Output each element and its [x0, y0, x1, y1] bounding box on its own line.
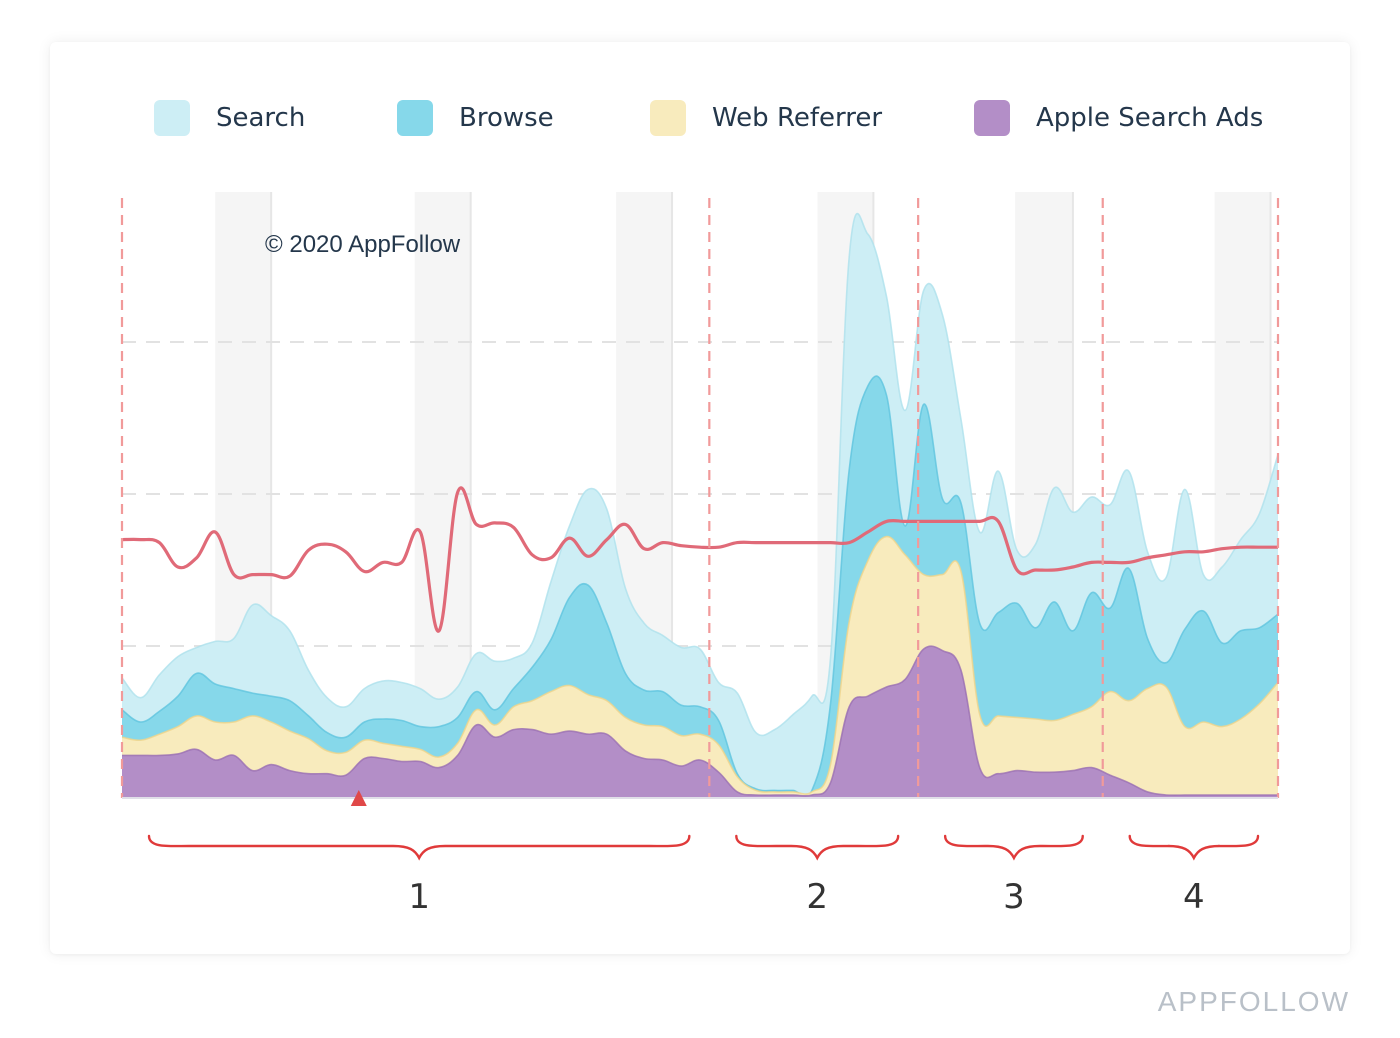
trend-line-group — [121, 486, 1279, 633]
trend-line — [121, 486, 1279, 633]
legend-swatch-apple-search-ads — [974, 100, 1010, 136]
appfollow-brand-text: APPFOLLOW — [1157, 986, 1350, 1017]
legend-label-web-referrer: Web Referrer — [712, 103, 883, 133]
period-label-4: 4 — [1183, 877, 1205, 917]
period-bracket-3 — [943, 834, 1084, 861]
legend-swatch-web-referrer — [650, 100, 686, 136]
period-bracket-1 — [147, 834, 691, 861]
area-edge-web — [121, 535, 1279, 795]
area-edge-search — [121, 212, 1279, 737]
area-edge-browse — [121, 375, 1279, 799]
area-edge-ads — [122, 645, 1278, 797]
period-bracket-4 — [1128, 834, 1260, 861]
markers — [350, 790, 367, 806]
period-bracket-2 — [735, 834, 900, 861]
copyright-text: © 2020 AppFollow — [265, 231, 461, 258]
period-label-3: 3 — [1003, 877, 1025, 917]
period-brackets: 1 2 3 4 — [147, 834, 1260, 917]
legend-swatch-browse — [397, 100, 433, 136]
marker-triangle-0 — [350, 790, 367, 806]
legend-label-apple-search-ads: Apple Search Ads — [1036, 103, 1264, 133]
legend-swatch-search — [154, 100, 190, 136]
area-browse — [122, 376, 1278, 798]
period-dividers — [120, 198, 1280, 798]
period-label-1: 1 — [408, 877, 430, 917]
area-series — [121, 212, 1279, 799]
area-web — [122, 536, 1278, 798]
period-label-2: 2 — [806, 877, 828, 917]
area-ads — [122, 646, 1278, 798]
chart-legend: Search Browse Web Referrer Apple Search … — [0, 0, 1400, 160]
legend-label-browse: Browse — [459, 103, 554, 133]
legend-label-search: Search — [216, 103, 306, 133]
